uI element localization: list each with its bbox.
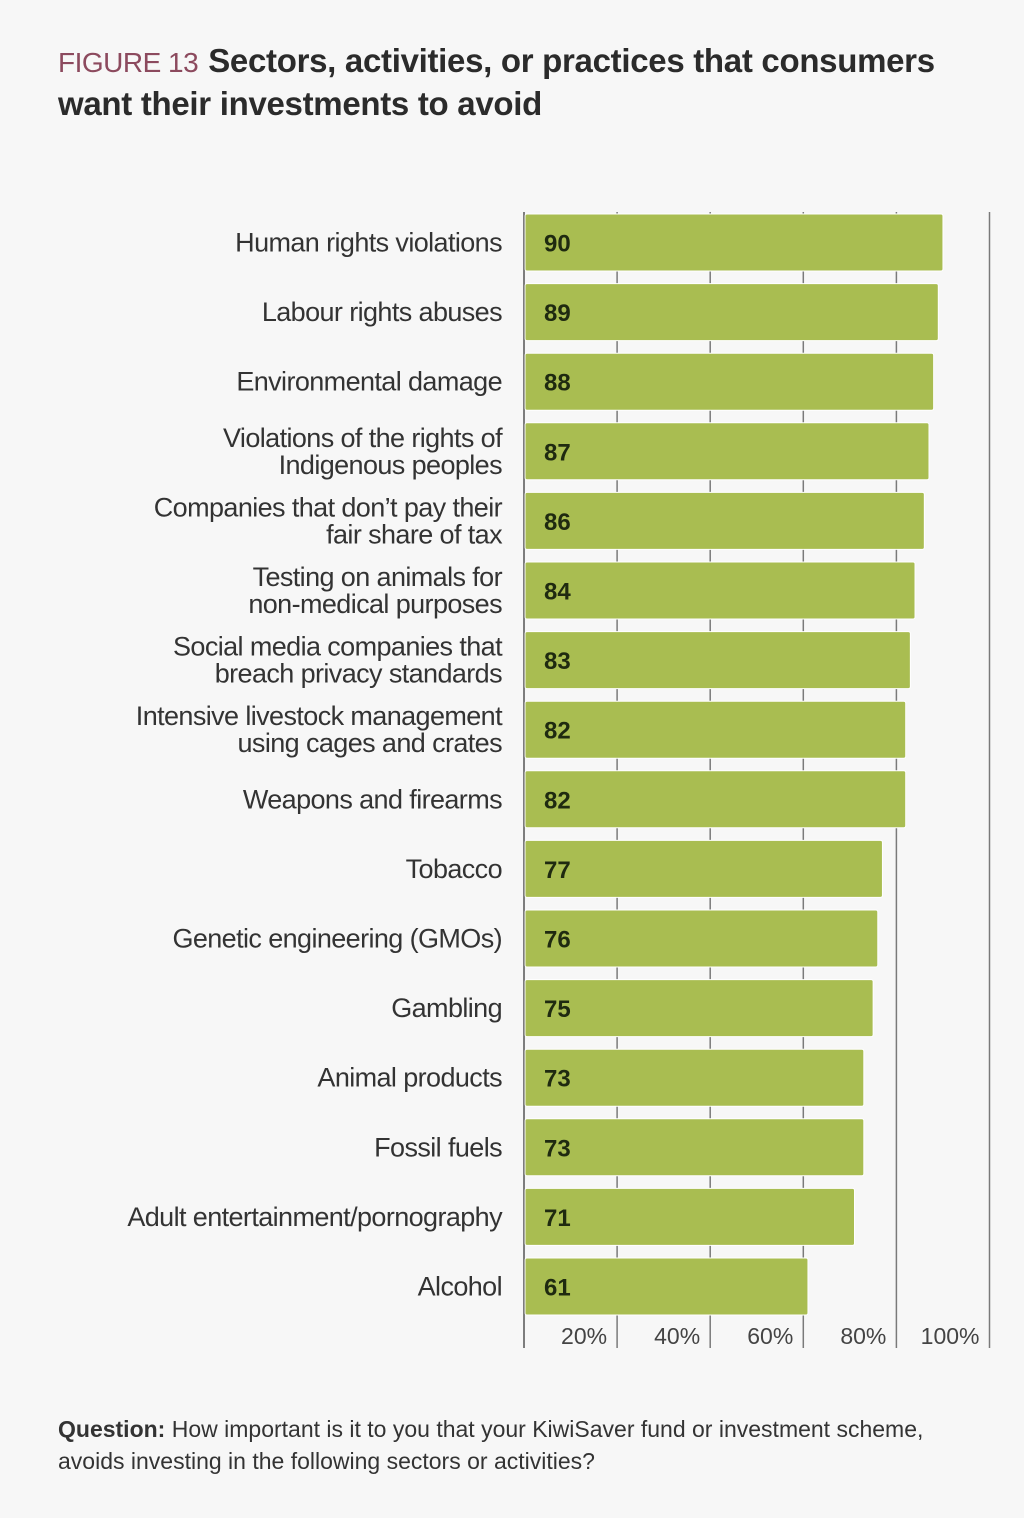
category-labels: Human rights violations Labour rights abu… [127, 228, 503, 1302]
value-label: 71 [544, 1205, 571, 1232]
bar [524, 352, 935, 411]
category-label: Animal products [317, 1063, 502, 1093]
chart-title: FIGURE 13 Sectors, activities, or practic… [58, 40, 958, 124]
value-label: 73 [544, 1066, 571, 1093]
value-label: 82 [544, 787, 571, 814]
category-label: Human rights violations [235, 228, 502, 258]
category-label: Companies that don’t pay their [154, 492, 503, 522]
value-labels: 90 89 88 87 86 84 83 82 82 77 76 75 73 73 71 61 [544, 231, 571, 1302]
category-label: Gambling [391, 993, 502, 1023]
bar [524, 1257, 809, 1316]
value-label: 76 [544, 927, 571, 954]
x-tick-label: 60% [747, 1323, 793, 1349]
bar [524, 283, 939, 342]
value-label: 83 [544, 648, 571, 675]
bar [524, 700, 907, 759]
category-label: Environmental damage [236, 367, 502, 397]
bar [524, 491, 925, 550]
bar [524, 422, 930, 481]
value-label: 82 [544, 718, 571, 745]
category-label: Adult entertainment/pornography [127, 1202, 503, 1232]
value-label: 89 [544, 300, 571, 327]
category-label: Violations of the rights of [223, 423, 503, 453]
category-label: Weapons and firearms [243, 784, 502, 814]
category-label: Intensive livestock management [136, 701, 503, 731]
value-label: 90 [544, 231, 571, 258]
category-label: Testing on animals for [253, 562, 503, 592]
category-label: non-medical purposes [248, 589, 502, 619]
x-tick-label: 20% [561, 1323, 607, 1349]
category-label: Labour rights abuses [262, 297, 502, 327]
bar [524, 561, 916, 620]
bar-chart: Human rights violations Labour rights abu… [127, 212, 991, 1349]
category-label: Genetic engineering (GMOs) [172, 924, 502, 954]
value-label: 86 [544, 509, 571, 536]
category-label: Fossil fuels [374, 1132, 502, 1162]
value-label: 61 [544, 1275, 571, 1302]
bar [524, 979, 874, 1038]
question-label: Question: [58, 1416, 166, 1442]
category-label: using cages and crates [238, 728, 503, 758]
bar [524, 909, 879, 968]
x-tick-labels: 20% 40% 60% 80% 100% [561, 1323, 979, 1349]
value-label: 77 [544, 857, 571, 884]
bar [524, 839, 883, 898]
question-text: How important is it to you that your Kiw… [58, 1416, 924, 1474]
bar [524, 1048, 865, 1107]
category-label: Social media companies that [173, 632, 503, 662]
value-label: 75 [544, 996, 571, 1023]
category-label: Tobacco [406, 854, 502, 884]
category-label: fair share of tax [326, 519, 503, 549]
category-label: breach privacy standards [215, 659, 502, 689]
value-label: 87 [544, 439, 571, 466]
bar [524, 770, 907, 829]
figure-label: FIGURE 13 [58, 47, 199, 78]
figure-title-text: Sectors, activities, or practices that c… [58, 42, 935, 122]
x-tick-label: 40% [654, 1323, 700, 1349]
value-label: 73 [544, 1135, 571, 1162]
bars [524, 213, 944, 1316]
value-label: 84 [544, 579, 571, 606]
x-tick-label: 80% [840, 1323, 886, 1349]
bar [524, 213, 944, 272]
bar [524, 1118, 865, 1177]
category-label: Indigenous peoples [279, 450, 502, 480]
x-tick-label: 100% [921, 1323, 980, 1349]
bar [524, 1187, 856, 1246]
category-label: Alcohol [418, 1272, 502, 1302]
value-label: 88 [544, 370, 571, 397]
question-note: Question: How important is it to you tha… [58, 1413, 958, 1477]
bar [524, 631, 911, 690]
